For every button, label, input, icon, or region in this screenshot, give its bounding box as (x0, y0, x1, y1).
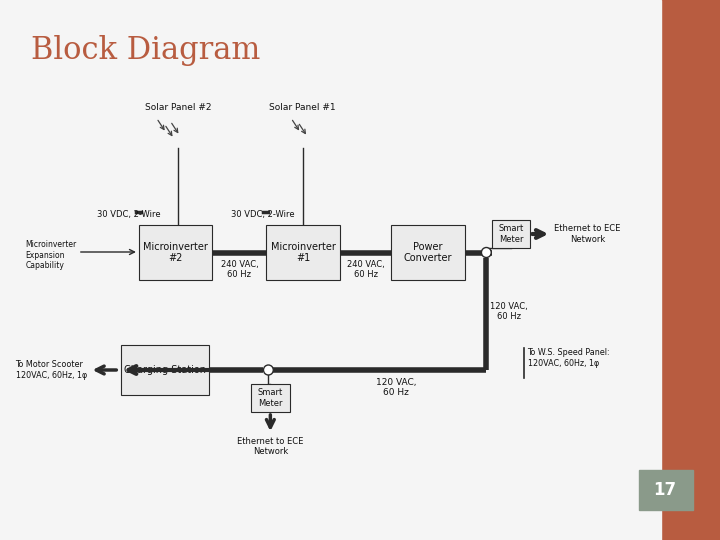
Text: 30 VDC, 2-Wire: 30 VDC, 2-Wire (231, 211, 294, 219)
Text: To W.S. Speed Panel:
120VAC, 60Hz, 1φ: To W.S. Speed Panel: 120VAC, 60Hz, 1φ (528, 348, 610, 368)
Text: Ethernet to ECE
Network: Ethernet to ECE Network (554, 224, 621, 244)
Text: Power
Converter: Power Converter (404, 242, 452, 264)
Text: 120 VAC,
60 Hz: 120 VAC, 60 Hz (490, 301, 528, 321)
Text: To Motor Scooter
120VAC, 60Hz, 1φ: To Motor Scooter 120VAC, 60Hz, 1φ (16, 360, 86, 380)
Text: Microinverter
#1: Microinverter #1 (271, 242, 336, 264)
Text: 240 VAC,
60 Hz: 240 VAC, 60 Hz (220, 260, 258, 279)
Text: 30 VDC, 2-Wire: 30 VDC, 2-Wire (96, 211, 161, 219)
Circle shape (264, 365, 274, 375)
Text: Charging Station: Charging Station (125, 365, 207, 375)
Text: Solar Panel #1: Solar Panel #1 (269, 104, 336, 112)
Text: Microinverter
#2: Microinverter #2 (143, 242, 208, 264)
Bar (139, 225, 212, 280)
Text: Block Diagram: Block Diagram (31, 35, 260, 65)
Text: 17: 17 (654, 481, 677, 499)
Bar (639, 470, 693, 510)
Text: Ethernet to ECE
Network: Ethernet to ECE Network (237, 437, 304, 456)
Bar (121, 345, 210, 395)
Bar (661, 0, 720, 540)
Circle shape (482, 247, 491, 258)
Bar (251, 384, 290, 412)
Text: 240 VAC,
60 Hz: 240 VAC, 60 Hz (347, 260, 384, 279)
Bar (492, 220, 529, 248)
Bar (391, 225, 464, 280)
Text: 120 VAC,
60 Hz: 120 VAC, 60 Hz (376, 378, 416, 397)
Text: Smart
Meter: Smart Meter (258, 388, 283, 408)
Text: Solar Panel #2: Solar Panel #2 (145, 104, 211, 112)
Bar (266, 225, 340, 280)
Text: Microinverter
Expansion
Capability: Microinverter Expansion Capability (26, 240, 77, 270)
Text: Smart
Meter: Smart Meter (498, 224, 523, 244)
